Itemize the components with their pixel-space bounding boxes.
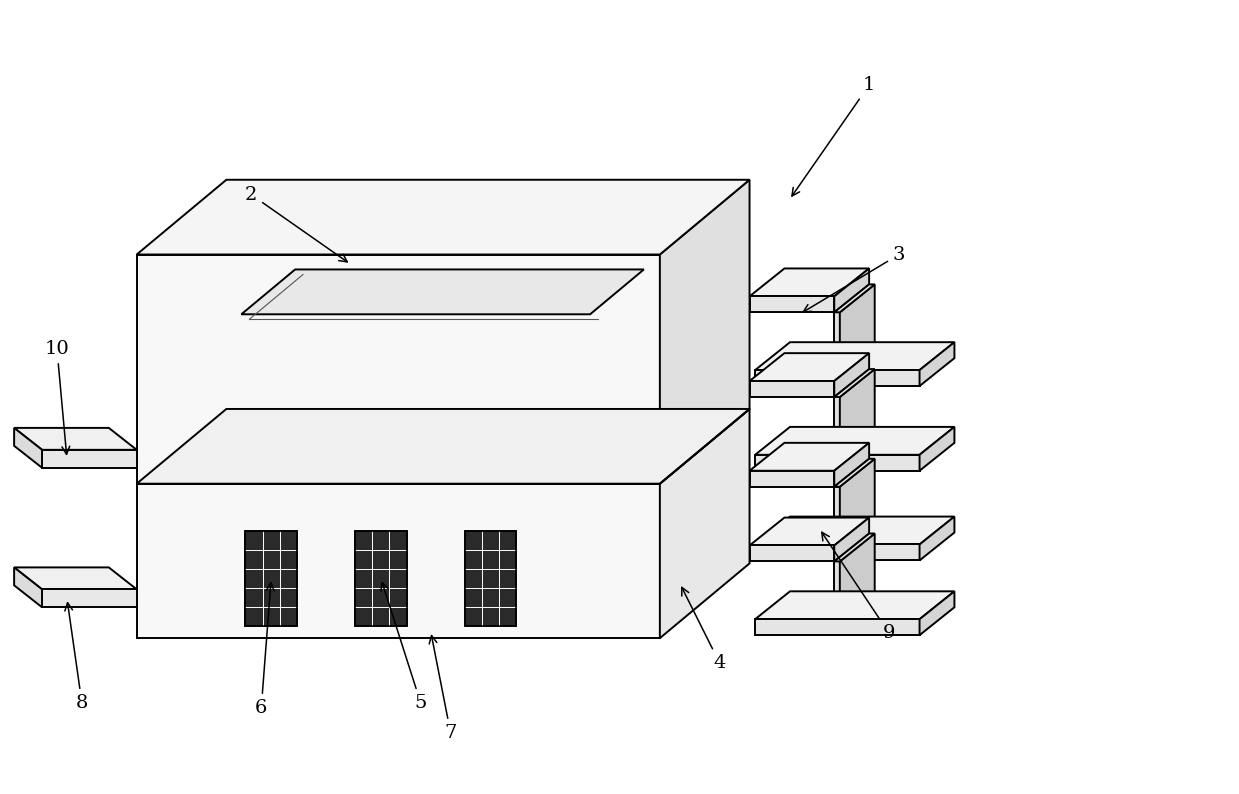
Polygon shape: [919, 427, 954, 471]
Polygon shape: [834, 268, 869, 312]
Polygon shape: [14, 568, 42, 607]
Polygon shape: [834, 397, 840, 455]
Text: 2: 2: [245, 186, 347, 262]
Polygon shape: [136, 484, 660, 638]
Polygon shape: [755, 517, 954, 545]
Polygon shape: [834, 518, 869, 561]
Polygon shape: [755, 427, 954, 455]
Polygon shape: [14, 428, 136, 450]
Polygon shape: [660, 179, 750, 484]
Polygon shape: [834, 312, 840, 370]
Text: 8: 8: [64, 603, 88, 712]
Text: 5: 5: [380, 583, 427, 712]
Polygon shape: [136, 179, 750, 255]
Polygon shape: [755, 455, 919, 471]
Polygon shape: [834, 369, 875, 397]
Polygon shape: [750, 381, 834, 397]
Polygon shape: [919, 517, 954, 561]
Polygon shape: [840, 459, 875, 545]
Text: 1: 1: [792, 76, 875, 196]
Polygon shape: [919, 342, 954, 386]
Polygon shape: [750, 471, 834, 487]
Polygon shape: [840, 284, 875, 370]
Polygon shape: [14, 568, 136, 589]
Text: 3: 3: [803, 245, 906, 312]
Text: 9: 9: [821, 532, 896, 642]
Polygon shape: [834, 459, 875, 487]
Polygon shape: [834, 353, 869, 397]
Polygon shape: [834, 534, 875, 561]
Polygon shape: [750, 443, 869, 471]
Polygon shape: [834, 443, 869, 487]
Polygon shape: [919, 592, 954, 635]
Polygon shape: [14, 428, 42, 468]
Polygon shape: [840, 534, 875, 619]
Polygon shape: [42, 589, 136, 607]
Polygon shape: [755, 342, 954, 370]
Polygon shape: [834, 487, 840, 545]
Polygon shape: [755, 592, 954, 619]
Polygon shape: [354, 531, 406, 626]
Text: 6: 6: [255, 583, 274, 717]
Text: 4: 4: [681, 588, 726, 672]
Polygon shape: [750, 268, 869, 296]
Polygon shape: [834, 284, 875, 312]
Polygon shape: [755, 545, 919, 561]
Text: 7: 7: [429, 635, 457, 742]
Polygon shape: [840, 369, 875, 455]
Polygon shape: [136, 255, 660, 484]
Polygon shape: [42, 450, 136, 468]
Polygon shape: [750, 296, 834, 312]
Polygon shape: [245, 531, 297, 626]
Polygon shape: [755, 370, 919, 386]
Text: 10: 10: [45, 340, 69, 454]
Polygon shape: [660, 409, 750, 638]
Polygon shape: [750, 545, 834, 561]
Polygon shape: [755, 619, 919, 635]
Polygon shape: [834, 561, 840, 619]
Polygon shape: [136, 409, 750, 484]
Polygon shape: [465, 531, 517, 626]
Polygon shape: [750, 353, 869, 381]
Polygon shape: [750, 518, 869, 545]
Polygon shape: [242, 269, 644, 314]
